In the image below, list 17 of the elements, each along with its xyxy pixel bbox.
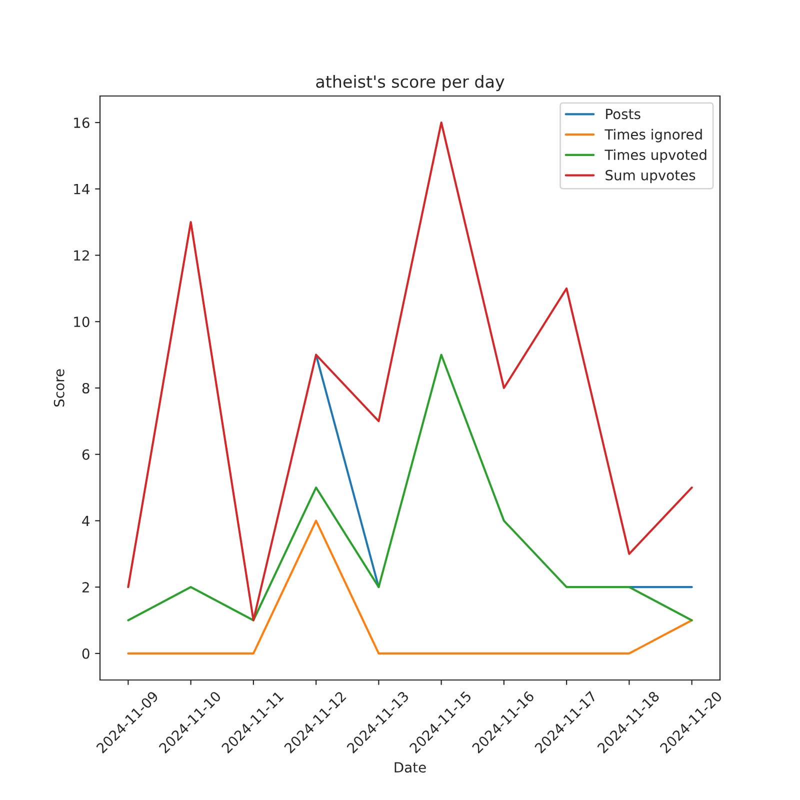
y-tick-label: 14 bbox=[74, 184, 90, 194]
y-tick-label: 8 bbox=[82, 382, 90, 394]
chart-title: atheist's score per day bbox=[316, 75, 504, 92]
legend-label: Times upvoted bbox=[604, 149, 706, 163]
y-axis-title: Score bbox=[54, 369, 64, 407]
y-tick-label: 16 bbox=[74, 118, 90, 128]
legend-label: Posts bbox=[606, 108, 640, 120]
y-tick-label: 12 bbox=[74, 250, 89, 261]
legend-label: Times ignored bbox=[604, 128, 702, 142]
line-series bbox=[127, 354, 693, 622]
legend-label: Sum upvotes bbox=[606, 170, 696, 184]
y-tick-label: 0 bbox=[82, 648, 90, 659]
y-tick-label: 10 bbox=[74, 316, 90, 328]
y-tick-label: 4 bbox=[82, 516, 90, 526]
x-axis-title: Date bbox=[394, 762, 426, 773]
y-tick-label: 2 bbox=[82, 582, 89, 592]
y-tick-label: 6 bbox=[82, 449, 90, 460]
